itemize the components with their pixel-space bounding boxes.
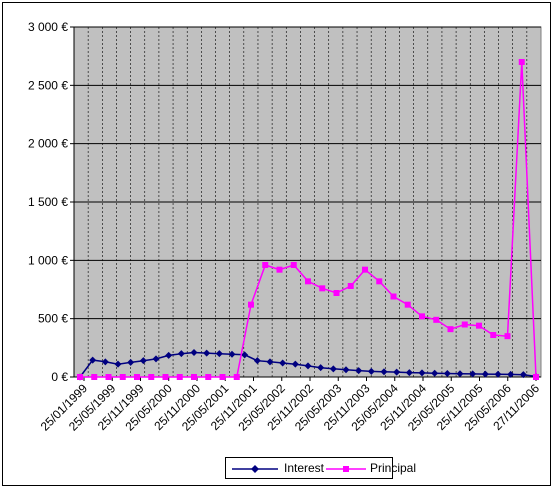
data-point-principal bbox=[333, 290, 340, 296]
data-point-principal bbox=[347, 283, 354, 289]
data-point-principal bbox=[162, 374, 169, 380]
legend-label-interest: Interest bbox=[284, 461, 325, 475]
data-point-interest bbox=[367, 367, 375, 375]
data-point-interest bbox=[241, 351, 249, 359]
data-point-interest bbox=[253, 357, 261, 365]
data-point-principal bbox=[290, 262, 297, 268]
data-point-interest bbox=[114, 360, 122, 368]
data-point-interest bbox=[329, 365, 337, 373]
data-point-principal bbox=[461, 321, 468, 328]
data-point-interest bbox=[127, 358, 135, 366]
data-point-interest bbox=[101, 358, 109, 366]
data-point-principal bbox=[533, 374, 539, 380]
data-point-principal bbox=[134, 374, 140, 380]
data-point-principal bbox=[476, 322, 482, 329]
data-point-principal bbox=[518, 59, 525, 65]
data-point-interest bbox=[393, 368, 401, 376]
data-point-interest bbox=[342, 366, 350, 374]
data-point-principal bbox=[105, 374, 112, 380]
x-axis: 25/01/199925/05/199925/11/199925/05/2000… bbox=[38, 376, 542, 434]
data-point-interest bbox=[177, 350, 185, 358]
y-axis: 0 € 500 € 1 000 € 1 500 € 2 000 € 2 500 € 3 00… bbox=[28, 20, 75, 384]
data-point-principal bbox=[376, 278, 383, 285]
data-point-principal bbox=[205, 374, 212, 380]
data-point-interest bbox=[405, 369, 413, 377]
y-tick-label: 1 000 € bbox=[28, 253, 68, 267]
data-point-interest bbox=[443, 370, 451, 377]
data-point-principal bbox=[77, 374, 83, 380]
data-point-principal bbox=[233, 374, 240, 380]
data-point-interest bbox=[355, 367, 363, 375]
data-point-interest bbox=[431, 369, 439, 377]
data-point-interest bbox=[139, 357, 147, 365]
data-point-interest bbox=[203, 349, 211, 357]
data-point-principal bbox=[119, 374, 126, 380]
data-point-principal bbox=[305, 278, 311, 285]
data-point-interest bbox=[317, 364, 325, 372]
y-tick-label: 2 500 € bbox=[28, 78, 68, 92]
series-principal bbox=[77, 59, 539, 380]
data-point-principal bbox=[276, 266, 283, 273]
data-point-interest bbox=[494, 370, 502, 378]
data-point-principal bbox=[176, 374, 183, 380]
data-point-principal bbox=[433, 316, 440, 323]
data-point-interest bbox=[152, 355, 160, 363]
legend-label-principal: Principal bbox=[370, 461, 417, 475]
data-point-principal bbox=[447, 326, 454, 333]
y-tick-label: 0 € bbox=[51, 370, 68, 384]
data-point-principal bbox=[91, 374, 98, 380]
data-point-interest bbox=[228, 350, 236, 358]
data-point-interest bbox=[481, 370, 489, 378]
data-point-interest bbox=[456, 370, 464, 378]
data-point-principal bbox=[390, 293, 397, 300]
data-point-interest bbox=[418, 369, 426, 377]
data-point-interest bbox=[291, 360, 299, 368]
data-point-principal bbox=[191, 374, 197, 380]
y-tick-label: 500 € bbox=[38, 312, 68, 326]
data-point-interest bbox=[266, 358, 274, 366]
series-interest bbox=[76, 349, 540, 381]
data-point-principal bbox=[319, 285, 326, 292]
data-point-interest bbox=[190, 349, 198, 356]
legend-swatch-interest bbox=[232, 465, 278, 473]
data-point-interest bbox=[507, 370, 515, 378]
data-point-interest bbox=[380, 368, 388, 376]
data-point-interest bbox=[89, 356, 97, 364]
data-point-interest bbox=[469, 370, 477, 378]
legend-swatch-principal bbox=[326, 466, 366, 472]
data-point-principal bbox=[404, 301, 411, 308]
series-layer bbox=[76, 59, 540, 381]
legend: Interest Principal bbox=[225, 457, 416, 479]
data-point-principal bbox=[490, 332, 497, 338]
y-tick-label: 1 500 € bbox=[28, 195, 68, 209]
data-point-principal bbox=[362, 266, 368, 273]
data-point-principal bbox=[504, 333, 511, 340]
data-point-principal bbox=[219, 374, 226, 380]
data-point-interest bbox=[215, 350, 223, 358]
data-point-interest bbox=[304, 362, 312, 370]
grid-lines bbox=[74, 26, 541, 378]
data-point-interest bbox=[165, 351, 173, 359]
y-tick-label: 2 000 € bbox=[28, 137, 68, 151]
data-point-principal bbox=[148, 374, 155, 380]
data-point-interest bbox=[279, 359, 287, 367]
data-point-principal bbox=[248, 301, 254, 308]
data-point-principal bbox=[419, 313, 425, 320]
y-tick-label: 3 000 € bbox=[28, 20, 68, 34]
data-point-principal bbox=[262, 262, 269, 268]
data-point-interest bbox=[519, 371, 527, 379]
